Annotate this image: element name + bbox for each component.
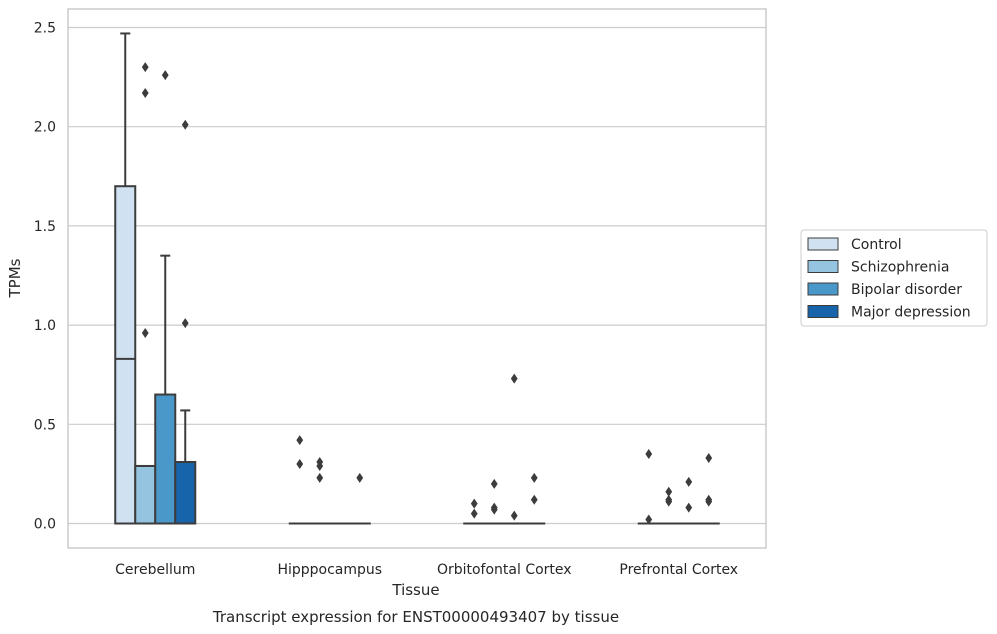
box-schizophrenia: [134, 464, 157, 525]
boxes: [114, 32, 720, 525]
outlier-point: [141, 87, 149, 98]
outlier-point: [470, 508, 478, 519]
x-tick-label: Prefrontal Cortex: [619, 562, 738, 578]
box-major-depression: [174, 409, 197, 525]
y-tick-label: 0.5: [34, 417, 56, 433]
outlier-point: [665, 486, 673, 497]
legend-swatch: [807, 237, 839, 251]
outlier-point: [490, 504, 498, 515]
y-tick-label: 1.0: [34, 318, 56, 334]
y-tick-labels: 0.0 0.5 1.0 1.5 2.0 2.5: [34, 21, 56, 533]
outlier-point: [316, 472, 324, 483]
plot-frame: [67, 8, 767, 549]
outlier-point: [665, 496, 673, 507]
outlier-point: [316, 460, 324, 471]
y-tick-label: 2.0: [34, 120, 56, 136]
y-axis-label: TPMs: [6, 258, 24, 298]
x-tick-label: Orbitofontal Cortex: [437, 562, 572, 578]
y-tick-label: 0.0: [34, 517, 56, 533]
legend-swatch: [807, 305, 839, 318]
outlier-point: [141, 62, 149, 73]
outlier-point: [530, 494, 538, 505]
x-tick-label: Cerebellum: [115, 562, 195, 578]
outlier-point: [685, 502, 693, 513]
x-axis-label: Tissue: [391, 581, 439, 599]
legend-label: Control: [851, 237, 902, 253]
outlier-point: [181, 119, 189, 130]
outlier-point: [296, 458, 304, 469]
outlier-point: [645, 514, 653, 525]
outlier-point: [161, 70, 169, 81]
box-body: [154, 393, 177, 525]
outlier-point: [490, 478, 498, 489]
outlier-point: [181, 318, 189, 329]
outlier-point: [530, 472, 538, 483]
outlier-point: [356, 472, 364, 483]
legend: Control Schizophrenia Bipolar disorder Majo…: [800, 229, 988, 327]
legend-label: Major depression: [851, 305, 971, 321]
outlier-point: [296, 435, 304, 446]
legend-frame: [800, 229, 988, 327]
outlier-point: [141, 328, 149, 339]
legend-label: Bipolar disorder: [851, 282, 962, 298]
outlier-point: [510, 510, 518, 521]
outlier-point: [510, 373, 518, 384]
box-bipolar-disorder: [154, 254, 177, 525]
outliers: [141, 62, 713, 525]
y-tick-label: 2.5: [34, 21, 56, 37]
outlier-point: [470, 498, 478, 509]
legend-swatch: [807, 260, 839, 273]
x-tick-labels: Cerebellum Hipppocampus Orbitofontal Corte…: [115, 562, 738, 578]
box-body: [114, 185, 137, 525]
box-body: [134, 464, 157, 525]
outlier-point: [705, 496, 713, 507]
box-body: [174, 460, 197, 525]
x-tick-label: Hipppocampus: [277, 562, 382, 578]
legend-label: Schizophrenia: [851, 260, 949, 276]
legend-swatch: [807, 282, 839, 296]
chart-caption: Transcript expression for ENST0000049340…: [212, 608, 619, 626]
outlier-point: [645, 449, 653, 460]
y-tick-label: 1.5: [34, 219, 56, 235]
outlier-point: [685, 476, 693, 487]
outlier-point: [705, 453, 713, 464]
box-control: [114, 32, 137, 525]
